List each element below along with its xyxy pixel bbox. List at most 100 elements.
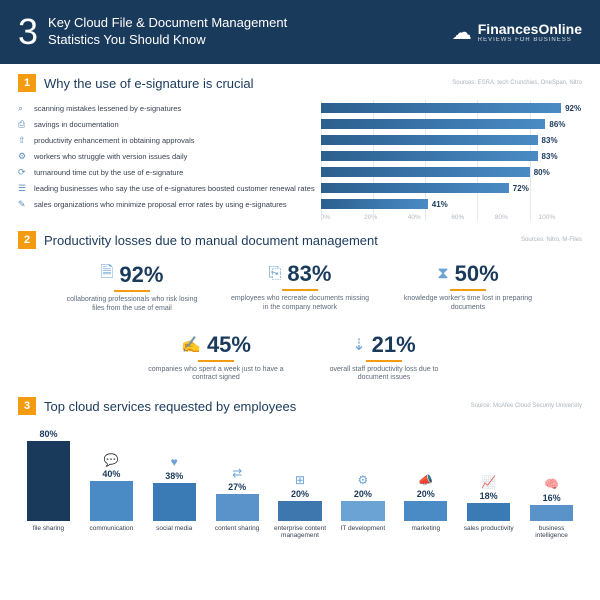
row-icon: ⌕ [18,103,30,114]
row-icon: ⚙ [18,151,30,162]
stat-value: 92% [119,262,163,288]
stat-underline [366,360,402,362]
row-icon: ⇧ [18,135,30,146]
vbar-value: 40% [102,469,120,479]
row-text: turnaround time cut by the use of e-sign… [34,168,183,177]
axis-tick: 0% [321,214,365,221]
vbar-label: content sharing [215,525,259,541]
vbar-bar [404,501,447,521]
vbar-icon: 📣 [418,473,433,487]
section-2-sources: Sources: Nitro, M-Files [521,237,582,243]
stat-item: 🗎92% collaborating professionals who risk… [62,261,202,314]
stat-desc: knowledge worker's time lost in preparin… [398,295,538,313]
stat-value: 83% [287,261,331,287]
stat-desc: overall staff productivity loss due to d… [314,366,454,384]
stat-icon: 🗎 [101,261,114,288]
vbar-label: file sharing [33,525,64,541]
section-3-head: 3 Top cloud services requested by employ… [18,397,582,415]
hbar-value: 86% [549,120,565,129]
vbar-bar [530,505,573,521]
hbar-label: ⚙ workers who struggle with version issue… [18,148,315,164]
row-text: workers who struggle with version issues… [34,152,187,161]
vbar-col: 📈18%sales productivity [460,423,517,541]
stats-grid: 🗎92% collaborating professionals who risk… [18,257,582,387]
hbar-row: 83% [321,148,582,164]
vbar-col: ♥38%social media [146,423,203,541]
vbar-value: 20% [417,489,435,499]
vbar-bar [467,503,510,521]
row-icon: ✎ [18,199,30,210]
vbar-label: enterprise content management [272,525,329,541]
section-2-badge: 2 [18,231,36,249]
vbar-label: business intelligence [523,525,580,541]
vbar-icon: 💬 [104,453,119,467]
vbar-col: ⇄ 27% content sharing [209,423,266,541]
vbar-icon: ⊞ [295,473,305,487]
hbar-bar [321,183,509,193]
hbar-value: 83% [542,152,558,161]
section-3-badge: 3 [18,397,36,415]
stat-icon: ⎘ [269,265,282,283]
stat-underline [114,290,150,292]
hbar-bar [321,199,428,209]
stat-desc: companies who spent a week just to have … [146,366,286,384]
hbar-label: ☰ leading businesses who say the use of e… [18,180,315,196]
vbar-value: 27% [228,482,246,492]
hbar-bar [321,103,562,113]
vbar-icon: ⚙ [358,473,369,487]
vbar-chart: 80%file sharing💬40%communication♥38%soci… [18,423,582,541]
stat-value: 45% [207,332,251,358]
hbar-chart: ⌕scanning mistakes lessened by e-signatu… [18,100,582,221]
hbar-value: 83% [542,136,558,145]
axis-tick: 100% [538,214,582,221]
stat-value: 21% [372,332,416,358]
stat-underline [450,289,486,291]
stat-desc: collaborating professionals who risk los… [62,296,202,314]
vbar-label: social media [156,525,192,541]
hbar-label: ✎sales organizations who minimize propos… [18,196,315,212]
vbar-label: IT development [341,525,386,541]
axis-tick: 20% [364,214,408,221]
row-text: leading businesses who say the use of e-… [34,184,315,193]
vbar-bar [341,501,384,521]
row-icon: ⟳ [18,167,30,178]
vbar-label: sales productivity [464,525,514,541]
vbar-col: ⚙ 20% IT development [334,423,391,541]
vbar-col: 💬40%communication [83,423,140,541]
axis-tick: 80% [495,214,539,221]
section-1-sources: Sources: ESRA, tech Crunchies, OneSpan, … [452,80,582,86]
header-left: 3 Key Cloud File & Document Management S… [18,14,308,50]
brand-logo-icon: ☁ [452,20,472,45]
hbar-label: ⌕scanning mistakes lessened by e-signatu… [18,100,315,116]
content: 1 Why the use of e-signature is crucial … [0,64,600,541]
section-1-badge: 1 [18,74,36,92]
vbar-bar [216,494,259,521]
hbar-bar [321,119,546,129]
hbar-bar [321,135,538,145]
stat-value: 50% [455,261,499,287]
hbar-value: 41% [432,200,448,209]
page-header: 3 Key Cloud File & Document Management S… [0,0,600,64]
vbar-icon: 🧠 [544,477,559,491]
vbar-value: 20% [291,489,309,499]
vbar-bar [278,501,321,521]
section-1-head: 1 Why the use of e-signature is crucial … [18,74,582,92]
axis-tick: 60% [451,214,495,221]
stat-item: ⧗50%knowledge worker's time lost in prep… [398,261,538,314]
hbar-row: 92% [321,100,582,116]
stat-icon: ✍ [181,335,201,355]
hbar-row: 72% [321,180,582,196]
vbar-col: 80%file sharing [20,423,77,541]
hbar-row: 80% [321,164,582,180]
stat-item: ⎘83%employees who recreate documents mis… [230,261,370,314]
brand-name: FinancesOnline [478,21,582,37]
axis-tick: 40% [408,214,452,221]
section-2-head: 2 Productivity losses due to manual docu… [18,231,582,249]
brand-tagline: REVIEWS FOR BUSINESS [478,37,572,43]
vbar-value: 20% [354,489,372,499]
vbar-icon: 📈 [481,475,496,489]
hbar-label: ⇧productivity enhancement in obtaining a… [18,132,315,148]
hbar-value: 92% [565,104,581,113]
row-icon: ☰ [18,183,30,194]
vbar-icon: ⇄ [232,466,242,480]
